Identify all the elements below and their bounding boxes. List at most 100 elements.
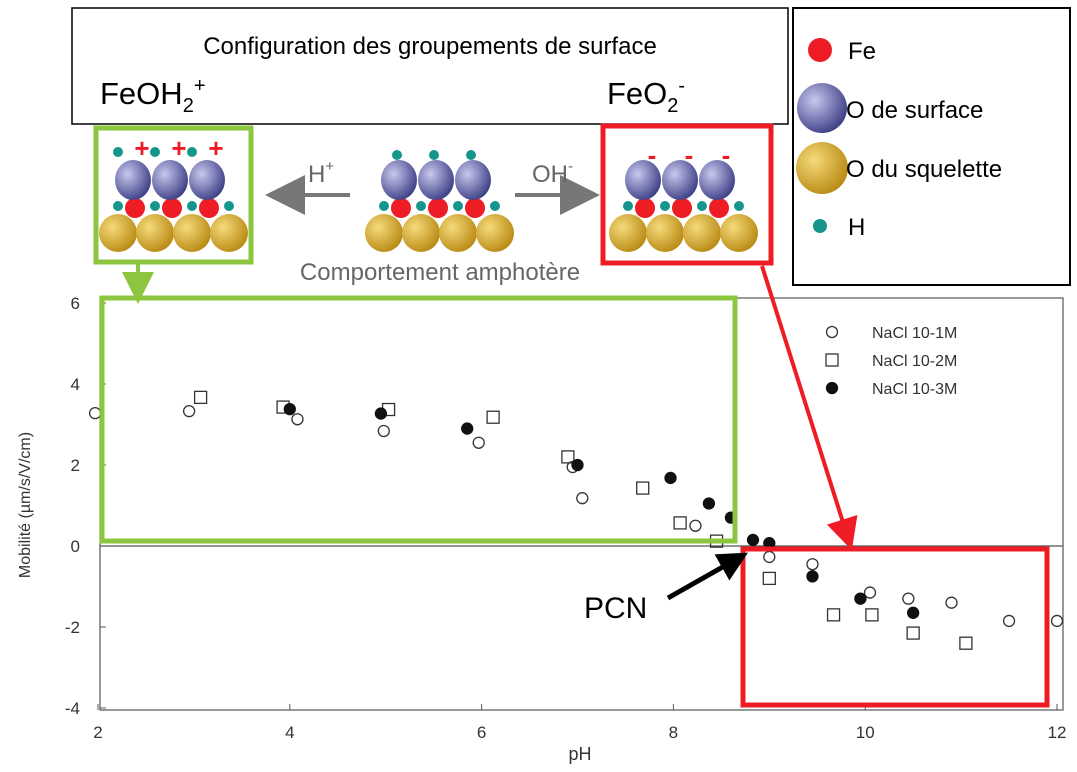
- skeleton-oxygen: [646, 214, 684, 252]
- hydrogen: [490, 201, 500, 211]
- skeleton-oxygen: [609, 214, 647, 252]
- point: [806, 570, 819, 583]
- charge: -: [685, 140, 694, 170]
- charge: +: [134, 133, 149, 163]
- legend-label: H: [848, 214, 865, 241]
- x-tick-label: 8: [669, 723, 678, 742]
- legend-label: O de surface: [846, 97, 983, 124]
- hydrogen: [453, 201, 463, 211]
- hydrogen: [416, 201, 426, 211]
- skeleton-oxygen: [476, 214, 514, 252]
- point: [561, 450, 575, 464]
- behavior-label: Comportement amphotère: [300, 259, 580, 286]
- point: [486, 410, 500, 424]
- point: [854, 592, 867, 605]
- point: [906, 626, 920, 640]
- surface-oxygen: [115, 160, 151, 200]
- hydrogen: [224, 201, 234, 211]
- iron: [672, 198, 692, 218]
- legend-h: [813, 219, 827, 233]
- skeleton-oxygen: [683, 214, 721, 252]
- point: [865, 608, 879, 622]
- point: [1002, 614, 1016, 628]
- acid-reagent: H+: [308, 158, 334, 188]
- point: [291, 413, 304, 426]
- y-tick-label: 6: [71, 294, 80, 313]
- surface-oxygen: [189, 160, 225, 200]
- point: [863, 586, 877, 599]
- diagram-legend: [792, 7, 1071, 286]
- hydrogen: [113, 147, 123, 157]
- skeleton-oxygen: [402, 214, 440, 252]
- point: [88, 407, 102, 420]
- hydrogen: [734, 201, 744, 211]
- hydrogen: [623, 201, 633, 211]
- iron: [391, 198, 411, 218]
- basic-form: FeO2-: [607, 75, 685, 117]
- skeleton-oxygen: [136, 214, 174, 252]
- hydrogen: [187, 147, 197, 157]
- hydrogen: [392, 150, 402, 160]
- legend-marker: [825, 353, 839, 367]
- point: [472, 436, 485, 449]
- y-axis-label: Mobilité (µm/s/V/cm): [17, 432, 34, 578]
- y-tick-label: 0: [71, 537, 80, 556]
- skeleton-oxygen: [720, 214, 758, 252]
- basic-region: [740, 546, 1050, 708]
- iron: [635, 198, 655, 218]
- y-tick-label: -4: [65, 699, 80, 718]
- hydrogen: [379, 201, 389, 211]
- point: [193, 390, 208, 405]
- point: [806, 558, 819, 571]
- surface-oxygen: [625, 160, 661, 200]
- point: [571, 458, 584, 472]
- charge: +: [171, 133, 186, 163]
- hydrogen: [660, 201, 670, 211]
- basic-reagent: OH-: [532, 158, 573, 188]
- point: [907, 606, 920, 619]
- point: [702, 497, 716, 510]
- skeleton-oxygen: [99, 214, 137, 252]
- legend-marker: [825, 381, 839, 395]
- point: [746, 533, 760, 547]
- surface-oxygen: [699, 160, 735, 200]
- surface-oxygen: [418, 160, 454, 200]
- charge: -: [648, 140, 657, 170]
- x-axis-label: pH: [568, 744, 591, 764]
- y-tick-label: 2: [71, 456, 80, 475]
- surface-oxygen: [381, 160, 417, 200]
- iron: [709, 198, 729, 218]
- iron: [125, 198, 145, 218]
- surface-oxygen: [662, 160, 698, 200]
- title-box: [71, 7, 789, 125]
- y-tick-label: -2: [65, 618, 80, 637]
- x-tick-label: 12: [1048, 723, 1067, 742]
- point: [1050, 614, 1064, 628]
- hydrogen: [113, 201, 123, 211]
- surface-oxygen: [152, 160, 188, 200]
- surface-clusters: + + + - - -: [99, 133, 758, 252]
- point: [576, 492, 589, 505]
- point: [461, 422, 474, 435]
- point: [636, 481, 650, 495]
- skeleton-oxygen: [365, 214, 403, 252]
- point: [959, 636, 973, 650]
- point: [902, 592, 915, 605]
- acid-form: FeOH2+: [100, 75, 206, 117]
- point: [377, 424, 390, 438]
- point: [763, 550, 776, 564]
- basic-pointer: [760, 265, 858, 551]
- acid-box: [93, 125, 254, 265]
- x-tick-label: 6: [477, 723, 486, 742]
- basic-box: [600, 123, 774, 266]
- pcn-label: PCN: [584, 592, 647, 625]
- iron: [465, 198, 485, 218]
- chart: -4 -2 0 2 4 6 2 4 6 8 10 12 pH Mobilité (µm/s/V/cm) Na…: [17, 294, 1066, 764]
- x-tick-label: 4: [285, 723, 294, 742]
- legend-o-surface: [797, 83, 847, 133]
- legend-label: NaCl 10-3M: [872, 381, 957, 398]
- point: [283, 402, 296, 416]
- iron: [199, 198, 219, 218]
- legend-fe: [808, 38, 832, 62]
